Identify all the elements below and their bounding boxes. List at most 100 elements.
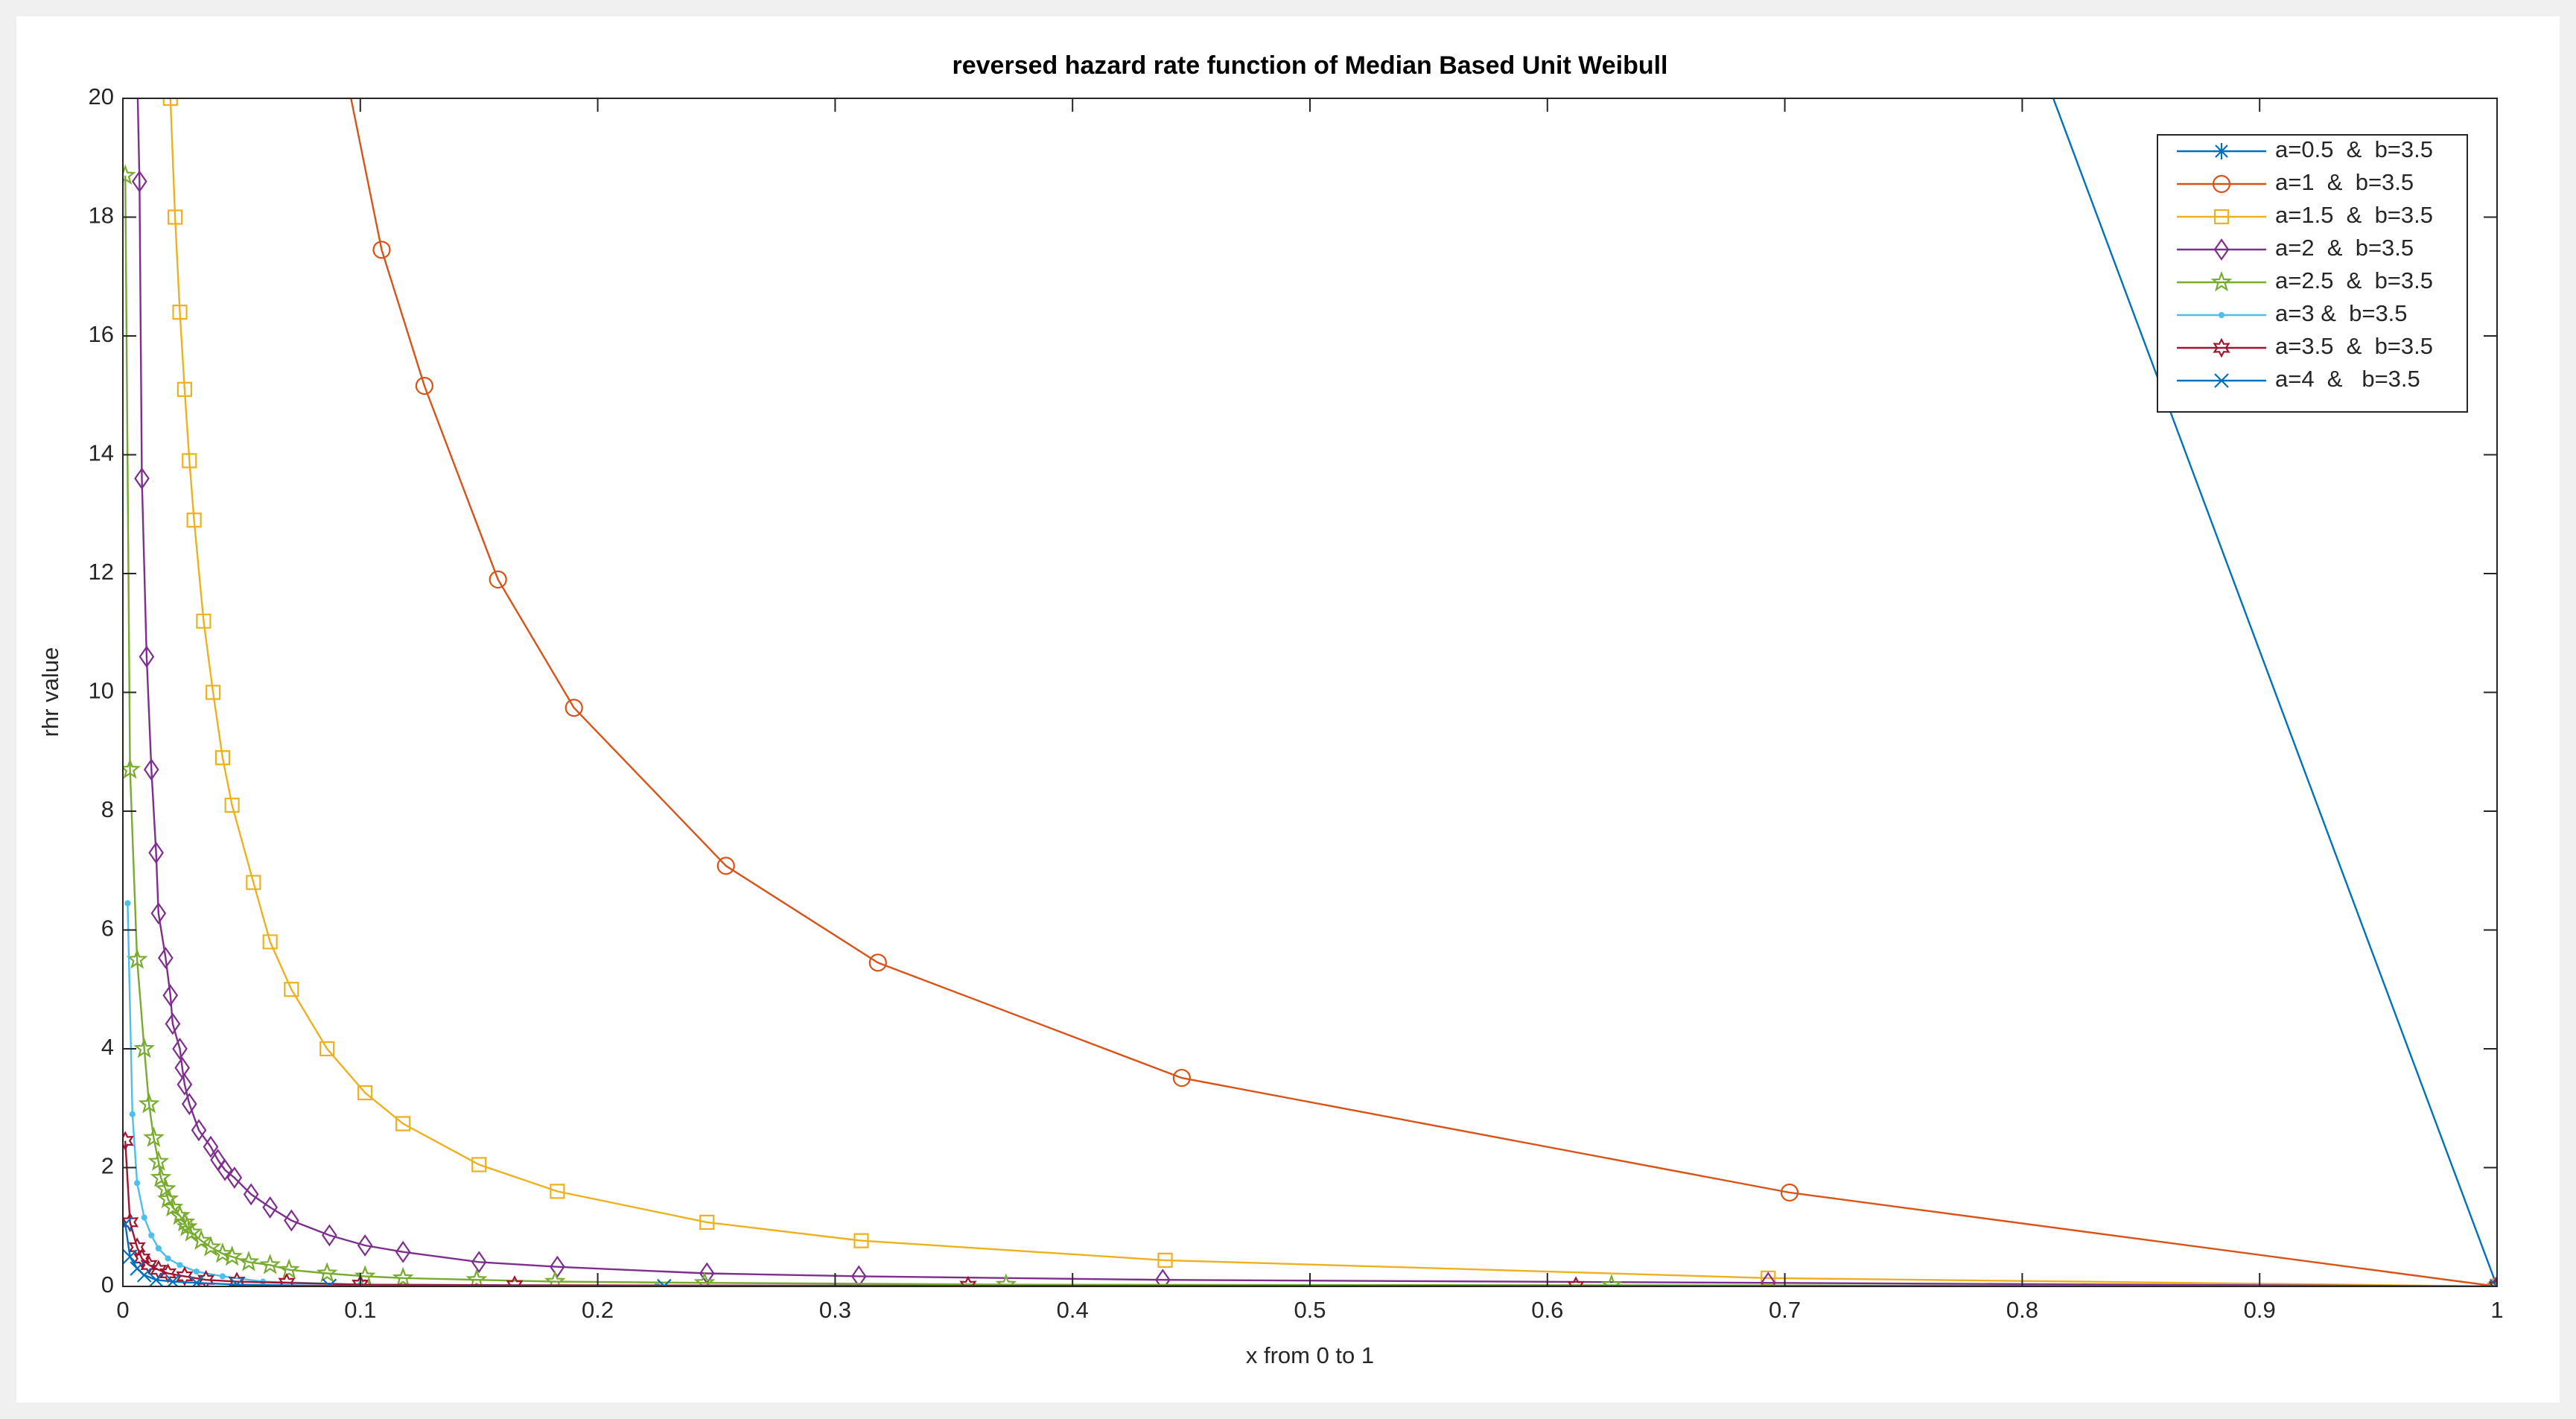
data-marker [133,1248,151,1269]
series-line [124,175,2497,1286]
data-marker [134,467,150,490]
series-line [2052,98,2497,1286]
data-marker [212,1242,234,1263]
data-marker [141,1214,147,1221]
x-tick-label: 0.8 [2006,1297,2038,1323]
series-line [169,98,2497,1286]
legend-label: a=2 & b=3.5 [2275,235,2414,261]
data-marker [176,1262,183,1269]
data-marker [352,1274,369,1286]
legend-label: a=1.5 & b=3.5 [2275,202,2433,228]
data-marker [182,453,197,469]
data-marker [219,1273,226,1280]
data-marker [699,1214,715,1230]
data-marker [176,381,192,397]
data-marker [172,305,188,320]
data-marker [200,1236,222,1257]
data-marker [284,982,299,997]
data-marker [133,1037,156,1058]
legend-marker [2210,270,2233,292]
data-marker [148,1232,155,1239]
data-marker [123,164,136,185]
data-marker [214,750,230,766]
x-tick-label: 0.7 [1769,1297,1801,1323]
data-marker [131,170,147,193]
data-marker [176,1073,193,1096]
data-marker [206,685,221,700]
data-marker [148,1272,164,1286]
data-marker [224,797,240,813]
data-marker [357,1085,373,1101]
data-marker [140,1254,158,1275]
x-tick-label: 0.9 [2244,1297,2276,1323]
data-marker [278,1258,300,1279]
data-marker [278,1272,296,1286]
plot-area [123,98,2497,1286]
data-marker [868,953,887,972]
data-marker [506,1275,524,1286]
data-marker [189,1275,204,1286]
data-marker [181,1093,197,1116]
data-marker [395,1116,411,1131]
y-tick-label: 4 [101,1034,114,1060]
data-marker [316,1262,338,1283]
legend-label: a=3.5 & b=3.5 [2275,333,2433,359]
data-marker [1155,1269,1171,1286]
data-marker [1157,1252,1173,1269]
legend-label: a=1 & b=3.5 [2275,169,2414,195]
legend-box [2157,134,2468,413]
y-tick-label: 0 [101,1272,114,1298]
y-tick-label: 8 [101,796,114,822]
data-marker [357,1234,373,1257]
data-marker [259,1254,282,1274]
chart-title: reversed hazard rate function of Median … [953,51,1668,80]
data-marker [1760,1272,1776,1286]
data-marker [246,874,261,890]
data-marker [128,1237,146,1257]
data-marker [372,241,391,259]
data-marker [147,1150,170,1171]
data-marker [193,1269,200,1275]
y-tick-label: 18 [89,203,114,229]
data-marker [191,1119,207,1142]
data-marker [226,1166,243,1189]
data-marker [176,1216,198,1237]
y-tick-label: 6 [101,915,114,942]
data-marker [168,209,183,225]
legend-marker [2214,373,2229,388]
data-marker [853,1233,869,1248]
data-marker [471,1157,487,1172]
data-marker [148,841,164,864]
data-marker [395,1240,411,1263]
data-marker [186,512,202,528]
data-marker [197,1269,215,1286]
legend-marker [2213,337,2230,358]
data-marker [126,948,148,969]
data-marker [2490,1279,2497,1286]
data-marker [143,1126,165,1147]
legend-marker [2212,174,2231,194]
data-marker [465,1269,488,1286]
data-marker [123,1216,133,1232]
x-tick-label: 0.6 [1531,1297,1563,1323]
legend-label: a=2.5 & b=3.5 [2275,267,2433,293]
data-marker [162,98,178,107]
data-marker [203,1135,219,1158]
data-marker [158,947,174,969]
data-marker [217,1158,233,1181]
data-marker [1780,1183,1799,1202]
x-tick-label: 0.2 [582,1297,614,1323]
legend-marker [2213,209,2230,225]
data-marker [165,1255,171,1262]
data-marker [229,1277,244,1286]
data-marker [243,1183,259,1206]
x-tick-label: 0.5 [1294,1297,1326,1323]
x-axis-label: x from 0 to 1 [1246,1342,1374,1368]
data-marker [136,1268,152,1283]
data-marker [155,1245,162,1251]
data-marker [150,1166,172,1187]
data-marker [134,1180,141,1187]
data-marker [959,1275,977,1286]
data-marker [196,613,212,629]
